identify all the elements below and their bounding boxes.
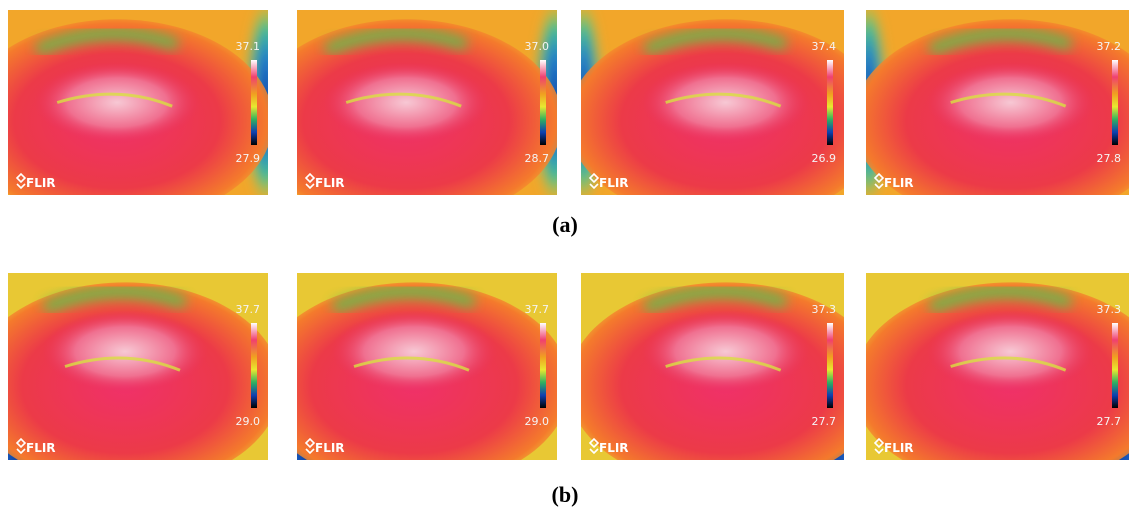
logo-icon [15, 172, 27, 190]
logo: FLIR [884, 176, 914, 190]
thermal-image: 37.2 27.8 FLIR [866, 10, 1129, 195]
logo: FLIR [315, 176, 345, 190]
eyebrow [928, 27, 1073, 56]
eyebrow [643, 27, 788, 56]
thermal-image: 37.7 29.0 FLIR [297, 273, 557, 460]
eyelid [950, 92, 1067, 108]
colorbar [251, 60, 257, 145]
eye-region [926, 310, 1095, 393]
eyebrow [42, 285, 188, 314]
eye-region [641, 310, 810, 393]
eyelid [665, 356, 782, 372]
min-temp: 27.9 [236, 152, 261, 165]
eyelid [353, 356, 470, 372]
eyebrow [643, 285, 788, 314]
colorbar [1112, 60, 1118, 145]
colorbar [1112, 323, 1118, 408]
logo-icon [588, 172, 600, 190]
max-temp: 37.1 [236, 40, 261, 53]
eyebrow [34, 27, 180, 56]
eyelid [345, 92, 462, 108]
eyelid [64, 356, 181, 372]
min-temp: 28.7 [525, 152, 550, 165]
colorbar [827, 60, 833, 145]
max-temp: 37.2 [1097, 40, 1122, 53]
eyebrow [331, 285, 477, 314]
max-temp: 37.7 [525, 303, 550, 316]
eyelid [56, 92, 173, 108]
eyelid [665, 92, 782, 108]
min-temp: 27.7 [1097, 415, 1122, 428]
colorbar [827, 323, 833, 408]
eye-region [34, 61, 201, 144]
logo-icon [304, 172, 316, 190]
logo: FLIR [884, 441, 914, 455]
caption: (a) [552, 212, 578, 237]
max-temp: 37.3 [1097, 303, 1122, 316]
eyebrow [323, 27, 469, 56]
colorbar [540, 60, 546, 145]
caption: (b) [552, 482, 579, 507]
eyebrow [928, 285, 1073, 314]
eye-region [641, 61, 810, 144]
thermal-image: 37.0 28.7 FLIR [297, 10, 557, 195]
logo: FLIR [26, 441, 56, 455]
logo: FLIR [315, 441, 345, 455]
thermal-image: 37.7 29.0 FLIR [8, 273, 268, 460]
eye-region [926, 61, 1095, 144]
eye-region [323, 61, 490, 144]
min-temp: 27.7 [812, 415, 837, 428]
logo-icon [15, 437, 27, 455]
min-temp: 29.0 [236, 415, 261, 428]
logo-icon [304, 437, 316, 455]
thermal-image: 37.3 27.7 FLIR [866, 273, 1129, 460]
max-temp: 37.3 [812, 303, 837, 316]
colorbar [251, 323, 257, 408]
logo-icon [873, 437, 885, 455]
logo-icon [873, 172, 885, 190]
max-temp: 37.7 [236, 303, 261, 316]
eye-region [330, 310, 498, 393]
max-temp: 37.4 [812, 40, 837, 53]
min-temp: 26.9 [812, 152, 837, 165]
thermal-image: 37.4 26.9 FLIR [581, 10, 844, 195]
eyelid [950, 356, 1067, 372]
min-temp: 27.8 [1097, 152, 1122, 165]
thermal-image: 37.3 27.7 FLIR [581, 273, 844, 460]
thermal-image: 37.1 27.9 FLIR [8, 10, 268, 195]
logo: FLIR [599, 441, 629, 455]
colorbar [540, 323, 546, 408]
logo: FLIR [599, 176, 629, 190]
logo-icon [588, 437, 600, 455]
max-temp: 37.0 [525, 40, 550, 53]
logo: FLIR [26, 176, 56, 190]
min-temp: 29.0 [525, 415, 550, 428]
eye-region [41, 310, 209, 393]
